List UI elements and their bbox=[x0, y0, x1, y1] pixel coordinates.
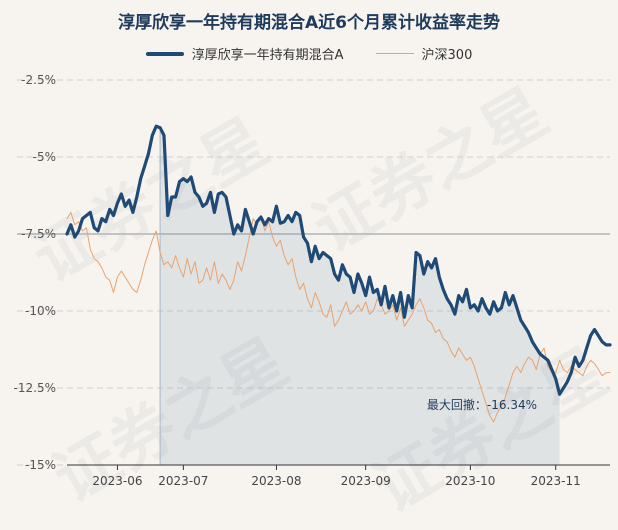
y-tick-label-4: -12.5% bbox=[14, 381, 56, 395]
drawdown-area bbox=[159, 127, 560, 466]
x-tick-label-0: 2023-06 bbox=[92, 474, 142, 488]
y-tick-label-3: -10% bbox=[25, 304, 56, 318]
legend: 淳厚欣享一年持有期混合A 沪深300 bbox=[0, 44, 618, 63]
x-tick-label-3: 2023-09 bbox=[341, 474, 391, 488]
series-line-fund bbox=[65, 124, 612, 396]
x-tick-label-4: 2023-10 bbox=[445, 474, 495, 488]
x-tick-label-1: 2023-07 bbox=[158, 474, 208, 488]
x-tick-label-5: 2023-11 bbox=[531, 474, 581, 488]
legend-item-fund[interactable]: 淳厚欣享一年持有期混合A bbox=[145, 44, 344, 63]
line-chart: -2.5%-5%-7.5%-10%-12.5%-15% 2023-06 2023-… bbox=[14, 73, 612, 488]
drawdown-annotation: 最大回撤：-16.34% bbox=[427, 397, 537, 412]
series-group bbox=[65, 124, 612, 423]
series-line-index bbox=[66, 211, 611, 423]
y-tick-label-0: -2.5% bbox=[21, 73, 56, 87]
legend-label-fund: 淳厚欣享一年持有期混合A bbox=[191, 48, 344, 63]
chart-title: 淳厚欣享一年持有期混合A近6个月累计收益率走势 bbox=[118, 13, 500, 33]
x-axis: 2023-06 2023-07 2023-08 2023-09 2023-10 2023-… bbox=[67, 464, 610, 488]
drawdown-fill bbox=[160, 127, 560, 466]
y-tick-label-1: -5% bbox=[33, 150, 56, 164]
y-axis-ticks: -2.5% -5% -7.5% -10% -12.5% -15% bbox=[14, 73, 56, 472]
legend-swatch-fund bbox=[145, 51, 184, 56]
legend-label-index: 沪深300 bbox=[421, 48, 473, 63]
legend-item-index[interactable]: 沪深300 bbox=[375, 44, 473, 63]
y-tick-label-2: -7.5% bbox=[21, 227, 56, 241]
x-tick-label-2: 2023-08 bbox=[251, 474, 301, 488]
y-tick-label-5: -15% bbox=[25, 458, 56, 472]
legend-swatch-index bbox=[375, 53, 414, 54]
